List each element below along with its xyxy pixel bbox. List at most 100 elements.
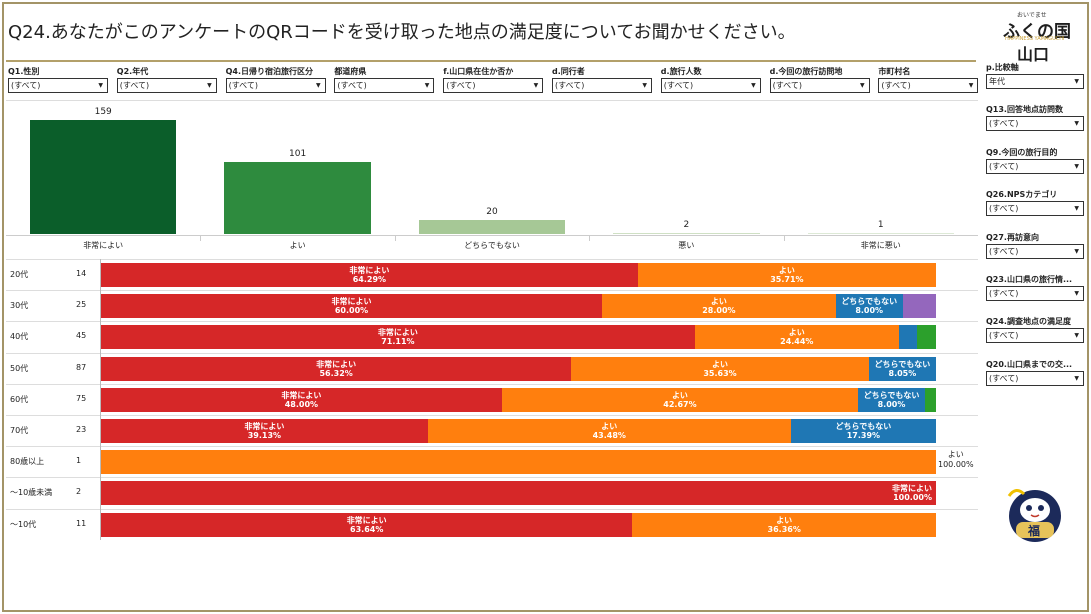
filter-dropdown[interactable]: (すべて) ▼ <box>225 78 326 93</box>
right-filter-dropdown[interactable]: (すべて) ▼ <box>986 286 1084 301</box>
segment-category: 非常によい <box>349 266 390 275</box>
stacked-segment[interactable] <box>101 450 936 475</box>
dropdown-arrow-icon: ▼ <box>424 82 430 89</box>
right-filter-dropdown[interactable]: (すべて) ▼ <box>986 370 1084 386</box>
stacked-segment[interactable] <box>898 325 918 350</box>
filter-dropdown[interactable]: (すべて) ▼ <box>8 78 108 93</box>
stacked-segment[interactable]: どちらでもない 8.00% <box>835 294 903 319</box>
stacked-segment[interactable]: よい 35.63% <box>571 356 869 381</box>
daruma-icon <box>1007 489 1061 542</box>
table-row: ～10歳未満 2 非常によい 100.00% <box>6 477 978 508</box>
filter-0: Q1.性別 (すべて) ▼ <box>8 66 108 93</box>
bar-3[interactable] <box>613 232 760 234</box>
dropdown-arrow-icon: ▼ <box>1074 290 1079 297</box>
stacked-segment[interactable]: よい 42.67% <box>501 387 859 412</box>
dropdown-arrow-icon: ▼ <box>207 82 212 89</box>
count-label: 11 <box>76 518 87 528</box>
filter-dropdown[interactable]: (すべて) ▼ <box>660 78 761 93</box>
filter-4: f.山口県在住か否か (すべて) ▼ <box>443 66 544 93</box>
filter-dropdown[interactable]: (すべて) ▼ <box>552 78 652 93</box>
right-filter-dropdown[interactable]: (すべて) ▼ <box>986 243 1084 259</box>
right-filter-7: Q20.山口県までの交... (すべて) ▼ <box>986 359 1084 386</box>
stacked-segment[interactable] <box>917 325 936 350</box>
dropdown-arrow-icon: ▼ <box>968 82 974 89</box>
satisfaction-bar-chart: 159 非常によい 101 よい 20 どちらでもない 2 悪い 1 非常に悪い <box>6 100 978 252</box>
right-filter-dropdown[interactable]: (すべて) ▼ <box>986 158 1084 174</box>
stacked-segment[interactable]: 非常によい 48.00% <box>101 387 502 412</box>
filter-dropdown[interactable]: (すべて) ▼ <box>443 78 544 93</box>
dropdown-arrow-icon: ▼ <box>1074 247 1079 255</box>
bar-4[interactable] <box>807 233 954 234</box>
category-label: 非常によい <box>83 241 124 250</box>
stacked-segment[interactable]: 非常によい 71.11% <box>101 325 695 350</box>
right-filter-label: Q9.今回の旅行目的 <box>986 147 1058 157</box>
yamaguchi-logo: おいでませ ふくの国 HAPPINESS YAMAGUCHI 山口 <box>1003 10 1071 64</box>
right-filter-2: Q9.今回の旅行目的 (すべて) ▼ <box>986 147 1084 174</box>
dropdown-arrow-icon: ▼ <box>859 82 865 89</box>
right-filter-dropdown[interactable]: 年代 ▼ <box>986 74 1084 89</box>
stacked-segment[interactable]: よい 36.36% <box>632 512 936 537</box>
table-row: 40代 45 非常によい 71.11% よい 24.44% <box>6 321 978 352</box>
category-label: 非常に悪い <box>860 241 901 250</box>
right-filter-dropdown[interactable]: (すべて) ▼ <box>986 116 1084 132</box>
segment-category: よい <box>776 515 793 525</box>
right-filter-label: Q23.山口県の旅行情... <box>986 275 1073 284</box>
stacked-segment[interactable]: 非常によい 63.64% <box>101 512 633 537</box>
filter-dropdown[interactable]: (すべて) ▼ <box>334 78 435 93</box>
stacked-segment[interactable] <box>902 294 936 319</box>
bar-2[interactable] <box>418 219 566 234</box>
dropdown-arrow-icon: ▼ <box>751 82 756 89</box>
stacked-segment[interactable] <box>924 387 936 412</box>
age-label: 50代 <box>10 363 29 373</box>
segment-category: 非常によい <box>244 422 285 431</box>
filter-dropdown[interactable]: (すべて) ▼ <box>878 78 979 93</box>
logo-line-1: おいでませ <box>1017 12 1047 19</box>
segment-percent: 43.48% <box>592 431 626 440</box>
dropdown-arrow-icon: ▼ <box>1074 162 1079 170</box>
stacked-segment[interactable]: よい 24.44% <box>694 325 899 350</box>
table-row: 80歳以上 1 よい 100.00% <box>6 446 978 477</box>
stacked-segment[interactable]: よい 43.48% <box>427 419 791 443</box>
bar-0[interactable] <box>30 120 177 234</box>
bar-1[interactable] <box>224 161 371 234</box>
segment-percent: 28.00% <box>702 306 736 316</box>
count-label: 14 <box>76 269 87 278</box>
right-filter-label: Q13.回答地点訪問数 <box>986 105 1063 115</box>
right-filter-label: Q26.NPSカテゴリ <box>986 190 1058 200</box>
stacked-segment[interactable]: 非常によい 60.00% <box>101 294 602 319</box>
filter-dropdown[interactable]: (すべて) ▼ <box>116 78 217 93</box>
segment-percent: 24.44% <box>780 337 814 347</box>
right-filter-dropdown[interactable]: (すべて) ▼ <box>986 201 1084 217</box>
axis-tick <box>394 235 396 241</box>
filter-dropdown[interactable]: (すべて) ▼ <box>769 78 870 93</box>
page-title: Q24.あなたがこのアンケートのQRコードを受け取った地点の満足度についてお聞か… <box>8 22 796 43</box>
stacked-segment[interactable]: 非常によい 64.29% <box>101 263 638 287</box>
right-filter-label: Q24.調査地点の満足度 <box>986 317 1071 327</box>
table-row: 30代 25 非常によい 60.00% よい 28.00% どちらでもない 8.00% <box>6 290 978 321</box>
segment-category: 非常によい <box>892 484 932 494</box>
right-filter-6: Q24.調査地点の満足度 (すべて) ▼ <box>986 316 1084 344</box>
bar-value-label: 1 <box>877 220 884 230</box>
axis-tick <box>200 235 202 241</box>
segment-category: 非常によい <box>331 297 372 307</box>
stacked-segment[interactable]: どちらでもない 8.00% <box>858 387 925 412</box>
stacked-segment[interactable]: 非常によい 56.32% <box>101 356 572 381</box>
age-label: 40代 <box>10 332 29 342</box>
dropdown-arrow-icon: ▼ <box>1074 205 1079 213</box>
segment-category: 非常によい <box>316 359 357 369</box>
filter-value: (すべて) <box>881 81 911 90</box>
filter-6: d.旅行人数 (すべて) ▼ <box>660 66 761 93</box>
segment-category: よい <box>788 328 805 338</box>
filter-label: d.旅行人数 <box>660 67 702 76</box>
age-label: 20代 <box>10 270 29 279</box>
stacked-segment[interactable]: 非常によい 100.00% <box>101 481 936 506</box>
stacked-segment[interactable]: よい 28.00% <box>602 294 836 319</box>
right-filter-dropdown[interactable]: (すべて) ▼ <box>986 328 1084 344</box>
filter-value: (すべて) <box>11 81 41 90</box>
stacked-segment[interactable]: どちらでもない 17.39% <box>790 419 936 443</box>
count-label: 75 <box>76 393 87 403</box>
segment-percent: 36.36% <box>767 524 801 534</box>
stacked-segment[interactable]: よい 35.71% <box>637 263 936 287</box>
stacked-segment[interactable]: どちらでもない 8.05% <box>868 356 936 381</box>
stacked-segment[interactable]: 非常によい 39.13% <box>101 419 428 443</box>
